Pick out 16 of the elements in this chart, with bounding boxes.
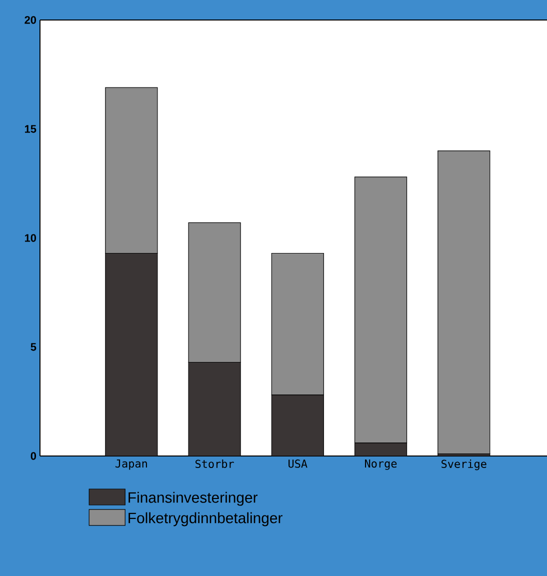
- bar: [354, 442, 407, 456]
- y-tick-label: 5: [30, 343, 36, 351]
- x-tick-label: Storbr: [195, 460, 234, 468]
- y-tick-label: 0: [30, 452, 36, 460]
- x-tick-label: Japan: [115, 460, 147, 470]
- y-tick-label: 20: [24, 16, 36, 24]
- bar: [188, 362, 241, 456]
- bar: [271, 394, 324, 456]
- legend-label: Folketrygdinnbetalinger: [128, 512, 282, 526]
- x-tick-label: Sverige: [441, 460, 486, 470]
- y-tick-label: 15: [24, 125, 36, 133]
- y-tick-label: 10: [24, 234, 36, 242]
- x-tick-label: USA: [288, 460, 308, 468]
- x-tick-label: Norge: [364, 460, 396, 470]
- bar: [104, 252, 158, 456]
- legend-label: Finansinvesteringer: [128, 492, 258, 506]
